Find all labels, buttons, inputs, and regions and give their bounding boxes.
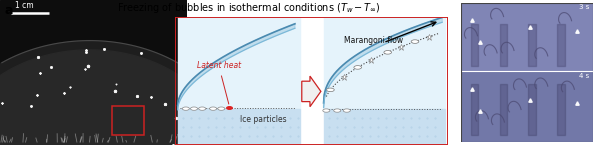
Bar	[178, 17, 301, 109]
Circle shape	[343, 109, 350, 112]
Text: Latent heat: Latent heat	[197, 61, 241, 104]
Bar	[324, 109, 445, 144]
Text: Marangoni flow: Marangoni flow	[344, 36, 403, 45]
Polygon shape	[0, 41, 239, 145]
Text: Freezing of bubbles in isothermal conditions ($T_w - T_\infty$): Freezing of bubbles in isothermal condit…	[117, 1, 381, 16]
Bar	[112, 106, 144, 135]
Circle shape	[209, 107, 216, 110]
Circle shape	[199, 107, 206, 110]
Text: 4 s: 4 s	[579, 73, 589, 79]
Bar	[178, 109, 301, 144]
FancyArrow shape	[302, 76, 321, 107]
Circle shape	[334, 109, 341, 112]
Text: Ice particles: Ice particles	[240, 115, 287, 124]
Polygon shape	[324, 17, 442, 108]
Polygon shape	[0, 50, 227, 145]
Circle shape	[411, 40, 419, 43]
Bar	[324, 17, 445, 109]
Circle shape	[384, 51, 391, 54]
Circle shape	[182, 107, 189, 110]
Circle shape	[327, 88, 334, 92]
Circle shape	[227, 107, 232, 109]
Circle shape	[218, 107, 225, 110]
Bar	[461, 72, 593, 142]
Text: a: a	[5, 4, 13, 17]
Circle shape	[354, 66, 362, 69]
Circle shape	[190, 107, 197, 110]
Text: 1 cm: 1 cm	[15, 1, 34, 10]
Text: 3 s: 3 s	[579, 4, 589, 10]
Bar	[461, 3, 593, 70]
Polygon shape	[178, 24, 295, 110]
Circle shape	[323, 109, 330, 112]
